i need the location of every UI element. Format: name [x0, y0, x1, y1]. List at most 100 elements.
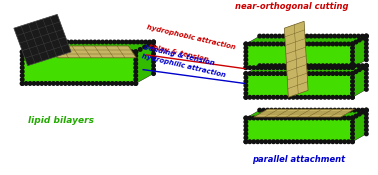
Circle shape [319, 42, 323, 46]
Circle shape [60, 50, 63, 54]
Circle shape [93, 40, 97, 44]
Circle shape [244, 96, 248, 99]
Circle shape [134, 66, 138, 69]
Circle shape [244, 42, 248, 46]
Circle shape [260, 116, 263, 120]
Circle shape [103, 50, 106, 54]
Circle shape [351, 96, 354, 99]
Circle shape [364, 34, 368, 38]
Circle shape [52, 82, 55, 85]
Polygon shape [136, 42, 153, 83]
Circle shape [244, 72, 248, 75]
Polygon shape [353, 66, 366, 97]
Circle shape [262, 108, 265, 112]
Circle shape [81, 40, 85, 44]
Circle shape [354, 114, 358, 118]
Text: near-orthogonal cutting: near-orthogonal cutting [235, 2, 349, 11]
Circle shape [248, 66, 252, 69]
Circle shape [351, 116, 354, 120]
Circle shape [351, 72, 354, 75]
Circle shape [303, 66, 307, 69]
Circle shape [351, 96, 354, 99]
Circle shape [276, 140, 279, 143]
Circle shape [351, 76, 354, 79]
Circle shape [364, 64, 368, 68]
Circle shape [297, 34, 301, 38]
Circle shape [244, 50, 248, 54]
Circle shape [333, 34, 336, 38]
Circle shape [351, 72, 354, 75]
Circle shape [303, 72, 307, 75]
Circle shape [301, 108, 305, 112]
Circle shape [291, 116, 295, 120]
Circle shape [122, 82, 126, 85]
Circle shape [303, 140, 307, 143]
Circle shape [284, 72, 287, 75]
Circle shape [268, 96, 271, 99]
Circle shape [260, 42, 263, 46]
Circle shape [327, 116, 331, 120]
Polygon shape [246, 66, 366, 74]
Circle shape [268, 72, 271, 75]
Circle shape [89, 40, 93, 44]
Circle shape [343, 42, 346, 46]
Circle shape [109, 40, 112, 44]
Circle shape [256, 42, 259, 46]
Circle shape [38, 40, 42, 44]
Circle shape [284, 96, 287, 99]
Circle shape [331, 116, 335, 120]
Circle shape [351, 140, 354, 143]
Circle shape [351, 62, 354, 65]
Circle shape [285, 34, 289, 38]
Circle shape [276, 116, 279, 120]
Circle shape [244, 124, 248, 128]
Circle shape [280, 42, 283, 46]
Circle shape [293, 34, 297, 38]
Circle shape [341, 64, 344, 68]
Circle shape [152, 40, 155, 44]
Circle shape [105, 40, 108, 44]
Circle shape [327, 42, 331, 46]
Circle shape [301, 64, 305, 68]
Circle shape [264, 66, 267, 69]
Circle shape [305, 34, 309, 38]
Circle shape [87, 82, 91, 85]
Circle shape [256, 72, 259, 75]
Circle shape [110, 50, 114, 54]
Circle shape [347, 116, 350, 120]
Circle shape [20, 66, 24, 69]
Circle shape [132, 40, 136, 44]
Circle shape [351, 66, 354, 69]
Circle shape [262, 64, 265, 68]
Circle shape [337, 108, 341, 112]
Circle shape [329, 64, 333, 68]
Circle shape [244, 136, 248, 139]
Circle shape [134, 50, 138, 54]
Circle shape [351, 72, 354, 75]
Text: splay & tension: splay & tension [148, 43, 209, 63]
Circle shape [347, 42, 350, 46]
Circle shape [288, 140, 291, 143]
Circle shape [147, 43, 151, 46]
Circle shape [138, 48, 142, 51]
Circle shape [357, 64, 360, 68]
Circle shape [244, 84, 248, 87]
Circle shape [97, 40, 101, 44]
Circle shape [126, 50, 130, 54]
Circle shape [248, 72, 252, 75]
Circle shape [354, 40, 358, 44]
Circle shape [285, 64, 289, 68]
Circle shape [260, 140, 263, 143]
Circle shape [327, 72, 331, 75]
Circle shape [124, 40, 128, 44]
Circle shape [280, 116, 283, 120]
Circle shape [297, 108, 301, 112]
Circle shape [248, 116, 252, 120]
Circle shape [248, 96, 252, 99]
Circle shape [20, 82, 24, 85]
Circle shape [79, 50, 83, 54]
Circle shape [327, 96, 331, 99]
Circle shape [278, 64, 281, 68]
Circle shape [361, 64, 364, 68]
Circle shape [351, 54, 354, 58]
